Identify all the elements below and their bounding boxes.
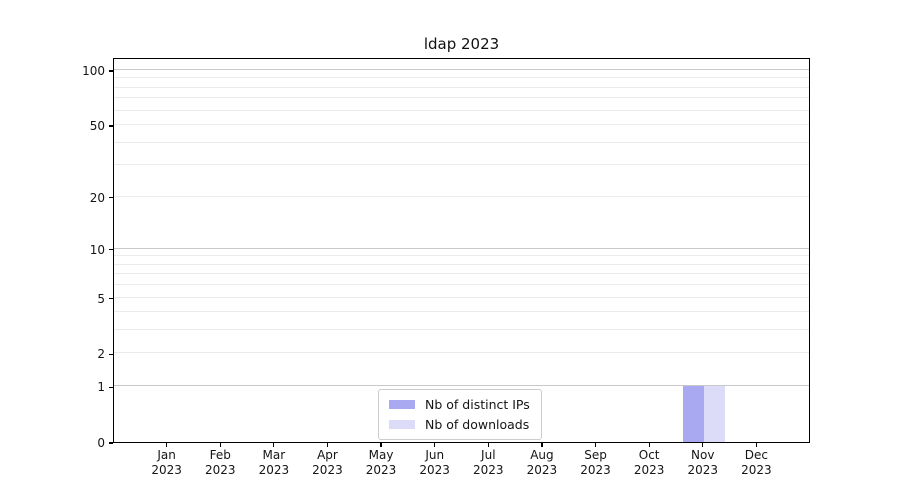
- y-tick-mark: [109, 386, 113, 388]
- chart-title: ldap 2023: [423, 35, 500, 53]
- x-tick-mark: [487, 443, 489, 447]
- y-tick-label: 0: [97, 436, 105, 450]
- x-tick-mark: [326, 443, 329, 447]
- x-tick-label: Jan 2023: [151, 448, 182, 477]
- y-tick-label: 5: [97, 291, 105, 306]
- gridline-minor: [114, 77, 809, 79]
- gridline-minor: [114, 296, 809, 298]
- bar-nb-of-distinct-ips: [682, 386, 704, 442]
- gridline-minor: [114, 284, 809, 286]
- gridline-minor: [114, 195, 809, 197]
- gridline-minor: [114, 255, 809, 257]
- x-tick-mark: [166, 443, 168, 447]
- x-tick-label: Jun 2023: [419, 448, 450, 477]
- gridline-minor: [114, 273, 809, 275]
- y-tick-label: 50: [89, 119, 105, 134]
- plot-area: Nb of distinct IPs Nb of downloads: [113, 58, 810, 443]
- x-tick-mark: [219, 443, 221, 447]
- legend-swatch-distinct-ips: [389, 400, 415, 409]
- y-tick-label: 100: [82, 64, 105, 78]
- gridline-major: [114, 69, 809, 70]
- x-tick-mark: [755, 443, 757, 447]
- x-tick-mark: [648, 443, 650, 447]
- x-tick-label: Aug 2023: [526, 448, 558, 477]
- gridline-minor: [114, 109, 809, 111]
- y-tick-mark: [109, 442, 113, 444]
- y-tick-mark: [109, 70, 113, 72]
- x-tick-label: Nov 2023: [687, 448, 719, 477]
- gridline-major: [114, 247, 809, 249]
- legend-item-downloads: Nb of downloads: [389, 417, 530, 432]
- gridline-minor: [114, 311, 809, 313]
- x-tick-mark: [380, 443, 382, 447]
- gridline-major: [114, 385, 809, 387]
- x-tick-mark: [541, 443, 543, 447]
- x-tick-mark: [594, 443, 597, 447]
- gridline-minor: [114, 97, 809, 99]
- gridline-minor: [114, 263, 809, 265]
- x-tick-mark: [702, 443, 704, 447]
- y-tick-mark: [109, 297, 113, 300]
- y-tick-label: 1: [97, 380, 105, 395]
- legend-label-distinct-ips: Nb of distinct IPs: [425, 397, 530, 412]
- x-tick-label: Dec 2023: [741, 448, 772, 477]
- x-tick-label: Apr 2023: [312, 448, 343, 477]
- gridline-minor: [114, 329, 809, 331]
- x-tick-label: Sep 2023: [580, 448, 611, 477]
- y-tick-mark: [109, 125, 113, 127]
- gridline-minor: [114, 352, 809, 354]
- x-tick-mark: [434, 443, 436, 447]
- y-tick-mark: [109, 249, 113, 251]
- y-tick-mark: [109, 353, 113, 356]
- legend-swatch-downloads: [389, 420, 415, 429]
- legend-item-distinct-ips: Nb of distinct IPs: [389, 397, 530, 412]
- bar-nb-of-downloads: [703, 386, 725, 442]
- y-tick-mark: [109, 196, 113, 199]
- y-tick-label: 10: [89, 242, 105, 257]
- y-tick-label: 20: [89, 190, 105, 205]
- x-tick-label: Feb 2023: [204, 448, 236, 477]
- legend: Nb of distinct IPs Nb of downloads: [378, 389, 542, 440]
- gridline-minor: [114, 86, 809, 88]
- gridline-minor: [114, 124, 809, 126]
- x-tick-label: May 2023: [365, 448, 397, 477]
- y-tick-label: 2: [97, 347, 105, 362]
- x-tick-mark: [273, 443, 275, 447]
- legend-label-downloads: Nb of downloads: [425, 417, 530, 432]
- x-tick-label: Jul 2023: [473, 448, 504, 477]
- gridline-minor: [114, 141, 809, 143]
- x-tick-label: Oct 2023: [633, 448, 665, 477]
- x-tick-label: Mar 2023: [258, 448, 290, 477]
- gridline-minor: [114, 164, 809, 166]
